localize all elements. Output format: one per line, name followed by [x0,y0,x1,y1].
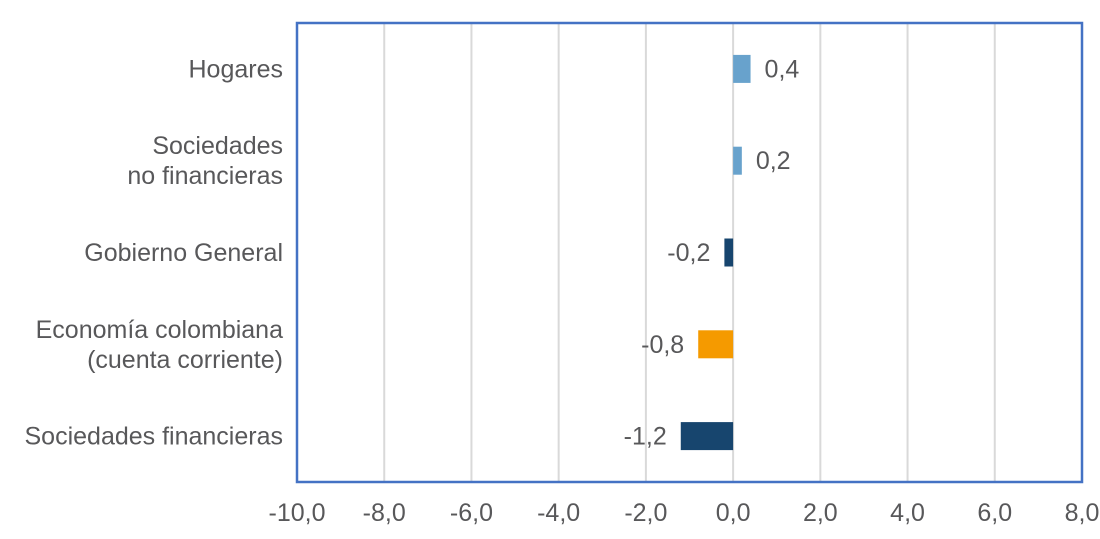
category-label: Sociedades financieras [25,423,284,451]
category-label-line: Hogares [189,55,284,83]
category-label-line: (cuenta corriente) [87,346,283,374]
category-label: Hogares [189,55,284,83]
value-label: 0,4 [765,55,800,83]
category-label: Gobierno General [84,239,283,267]
x-tick-label: 4,0 [890,499,925,527]
x-tick-label: -8,0 [363,499,406,527]
x-tick-label: -10,0 [269,499,326,527]
x-tick-label: 2,0 [803,499,838,527]
category-label-line: no financieras [127,162,283,190]
bar [733,146,742,175]
value-label: -0,8 [641,331,684,359]
bar [724,238,734,267]
category-label-line: Gobierno General [84,239,283,267]
category-label-line: Sociedades [152,132,283,160]
value-label: -0,2 [667,239,710,267]
plot-border [295,21,1084,484]
bar [698,330,734,359]
x-tick-label: -2,0 [624,499,667,527]
x-tick-label: 0,0 [716,499,751,527]
category-label-line: Economía colombiana [36,316,283,344]
x-tick-label: 6,0 [977,499,1012,527]
x-tick-label: -6,0 [450,499,493,527]
category-label: Sociedades no financieras [127,132,283,190]
value-label: -1,2 [624,423,667,451]
bar [733,54,751,83]
category-label-line: Sociedades financieras [25,423,284,451]
x-tick-label: 8,0 [1065,499,1100,527]
value-label: 0,2 [756,147,791,175]
x-tick-label: -4,0 [537,499,580,527]
category-label: Economía colombiana (cuenta corriente) [36,316,283,374]
bar [680,422,734,451]
